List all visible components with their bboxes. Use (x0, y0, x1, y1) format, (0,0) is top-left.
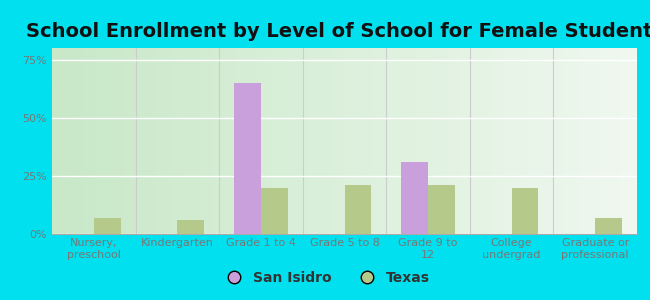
Bar (512, 188, 538, 234)
Legend: San Isidro, Texas: San Isidro, Texas (214, 265, 436, 290)
Bar (94, 218, 120, 234)
Bar (595, 218, 622, 234)
Bar (401, 162, 428, 234)
Bar (428, 185, 455, 234)
Bar (261, 188, 288, 234)
Bar (177, 220, 204, 234)
Bar (234, 83, 261, 234)
Bar (344, 185, 371, 234)
Title: School Enrollment by Level of School for Female Students: School Enrollment by Level of School for… (25, 22, 650, 41)
